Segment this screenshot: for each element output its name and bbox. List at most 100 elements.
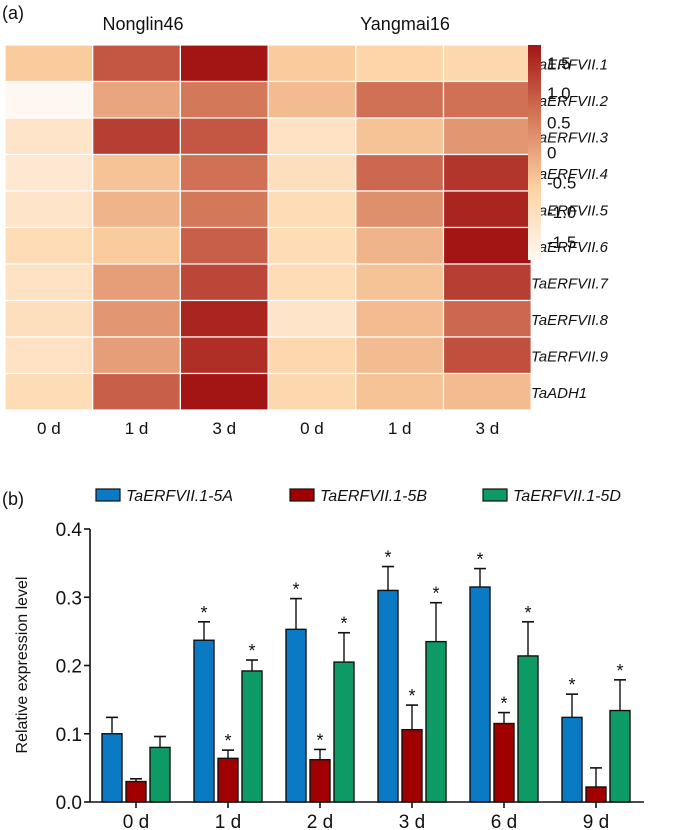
heatmap-cell <box>355 263 445 302</box>
heatmap-cell <box>179 226 269 265</box>
bar <box>469 586 491 803</box>
heatmap-cell <box>179 44 269 83</box>
x-tick-label: 2 d <box>307 812 333 830</box>
heatmap-cell <box>4 336 94 375</box>
y-axis: 0.0 0.1 0.2 0.3 0.4 <box>56 520 91 814</box>
heatmap-cell <box>4 190 94 229</box>
colorbar <box>528 45 541 260</box>
heatmap-cell <box>442 190 532 229</box>
significance-marker: * <box>316 730 323 750</box>
heatmap-cell <box>267 80 357 119</box>
bar <box>309 758 331 803</box>
heatmap-cell <box>92 117 181 156</box>
significance-marker: * <box>200 603 207 623</box>
heatmap-panel: (a) Nonglin46 Yangmai16 TaERFVII.1TaERFV… <box>2 3 609 438</box>
heatmap-cell <box>179 299 269 338</box>
heatmap-cell <box>355 226 445 265</box>
bar <box>125 780 147 803</box>
heatmap-cell <box>267 263 357 302</box>
bar-chart-panel: (b) TaERFVII.1-5A TaERFVII.1-5B TaERFVII.1… <box>2 488 644 830</box>
heatmap-cell <box>4 153 94 192</box>
row-label: TaERFVII.1 <box>531 56 608 73</box>
row-label: TaERFVII.2 <box>531 93 609 110</box>
y-tick-label: 0.0 <box>56 793 82 814</box>
colorbar-tick-label: 0.5 <box>547 114 571 133</box>
legend-label: TaERFVII.1-5B <box>320 488 427 505</box>
bar <box>561 716 583 803</box>
heatmap-cell <box>442 299 532 338</box>
bar <box>333 661 355 803</box>
x-tick-label: 9 d <box>583 812 609 830</box>
heatmap-cell <box>442 226 532 265</box>
heatmap-cell <box>355 299 445 338</box>
legend-swatch <box>482 488 508 502</box>
panel-label-b: (b) <box>2 489 24 509</box>
heatmap-cell <box>92 226 181 265</box>
column-label: 0 d <box>300 419 324 438</box>
heatmap-cell <box>355 372 445 411</box>
significance-marker: * <box>384 548 391 568</box>
x-axis: 0 d 1 d 2 d 3 d 6 d 9 d <box>90 801 644 830</box>
colorbar-tick-label: -1.0 <box>547 203 576 222</box>
y-tick-label: 0.3 <box>56 588 82 609</box>
legend-swatch <box>289 488 315 502</box>
significance-marker: * <box>224 731 231 751</box>
significance-marker: * <box>408 686 415 706</box>
bars: * * * * * * * * * * * * * * <box>101 548 631 803</box>
row-label: TaERFVII.8 <box>531 312 609 329</box>
heatmap-cell <box>355 190 445 229</box>
bar <box>401 728 423 803</box>
row-label: TaERFVII.3 <box>531 129 609 146</box>
column-label: 1 d <box>125 419 149 438</box>
column-label: 3 d <box>212 419 236 438</box>
heatmap-column-labels: 0 d 1 d 3 d 0 d 1 d 3 d <box>37 419 499 438</box>
row-label: TaERFVII.4 <box>531 166 608 183</box>
heatmap-cell <box>267 153 357 192</box>
heatmap-cell <box>4 263 94 302</box>
bar <box>493 722 515 803</box>
heatmap-cell <box>355 117 445 156</box>
heatmap-cell <box>92 263 181 302</box>
significance-marker: * <box>340 614 347 634</box>
y-tick-label: 0.4 <box>56 520 83 541</box>
heatmap-cell <box>267 117 357 156</box>
heatmap-row-labels: TaERFVII.1 TaERFVII.2 TaERFVII.3 TaERFVII.4… <box>531 56 609 402</box>
bar <box>149 746 171 803</box>
heatmap-cell <box>92 299 181 338</box>
significance-marker: * <box>292 580 299 600</box>
row-label: TaERFVII.5 <box>531 202 609 219</box>
heatmap-cell <box>92 336 181 375</box>
significance-marker: * <box>476 550 483 570</box>
heatmap-cell <box>355 80 445 119</box>
heatmap-cell <box>442 117 532 156</box>
column-label: 0 d <box>37 419 61 438</box>
heatmap-cell <box>442 44 532 83</box>
heatmap-cell <box>179 117 269 156</box>
significance-marker: * <box>616 661 623 681</box>
y-axis-label: Relative expression level <box>14 577 31 754</box>
heatmap-cell <box>267 226 357 265</box>
heatmap-cell <box>442 336 532 375</box>
x-tick-label: 1 d <box>215 812 241 830</box>
heatmap-cell <box>267 299 357 338</box>
heatmap-cell <box>442 153 532 192</box>
heatmap-cell <box>355 153 445 192</box>
heatmap-cell <box>355 44 445 83</box>
bar <box>585 786 607 803</box>
heatmap-cell <box>442 372 532 411</box>
heatmap-cell <box>442 80 532 119</box>
heatmap-cell <box>355 336 445 375</box>
heatmap-cell <box>179 336 269 375</box>
bar <box>609 709 631 803</box>
y-tick-label: 0.1 <box>56 725 82 746</box>
colorbar-tick-labels: 1.5 1.0 0.5 0 -0.5 -1.0 -1.5 <box>547 54 576 252</box>
heatmap-cell <box>267 190 357 229</box>
colorbar-tick-label: -1.5 <box>547 233 576 252</box>
legend-label: TaERFVII.1-5A <box>126 488 233 505</box>
heatmap-cell <box>4 372 94 411</box>
significance-marker: * <box>248 641 255 661</box>
significance-marker: * <box>568 675 575 695</box>
group-label-yangmai16: Yangmai16 <box>360 14 450 34</box>
legend-label: TaERFVII.1-5D <box>513 488 621 505</box>
